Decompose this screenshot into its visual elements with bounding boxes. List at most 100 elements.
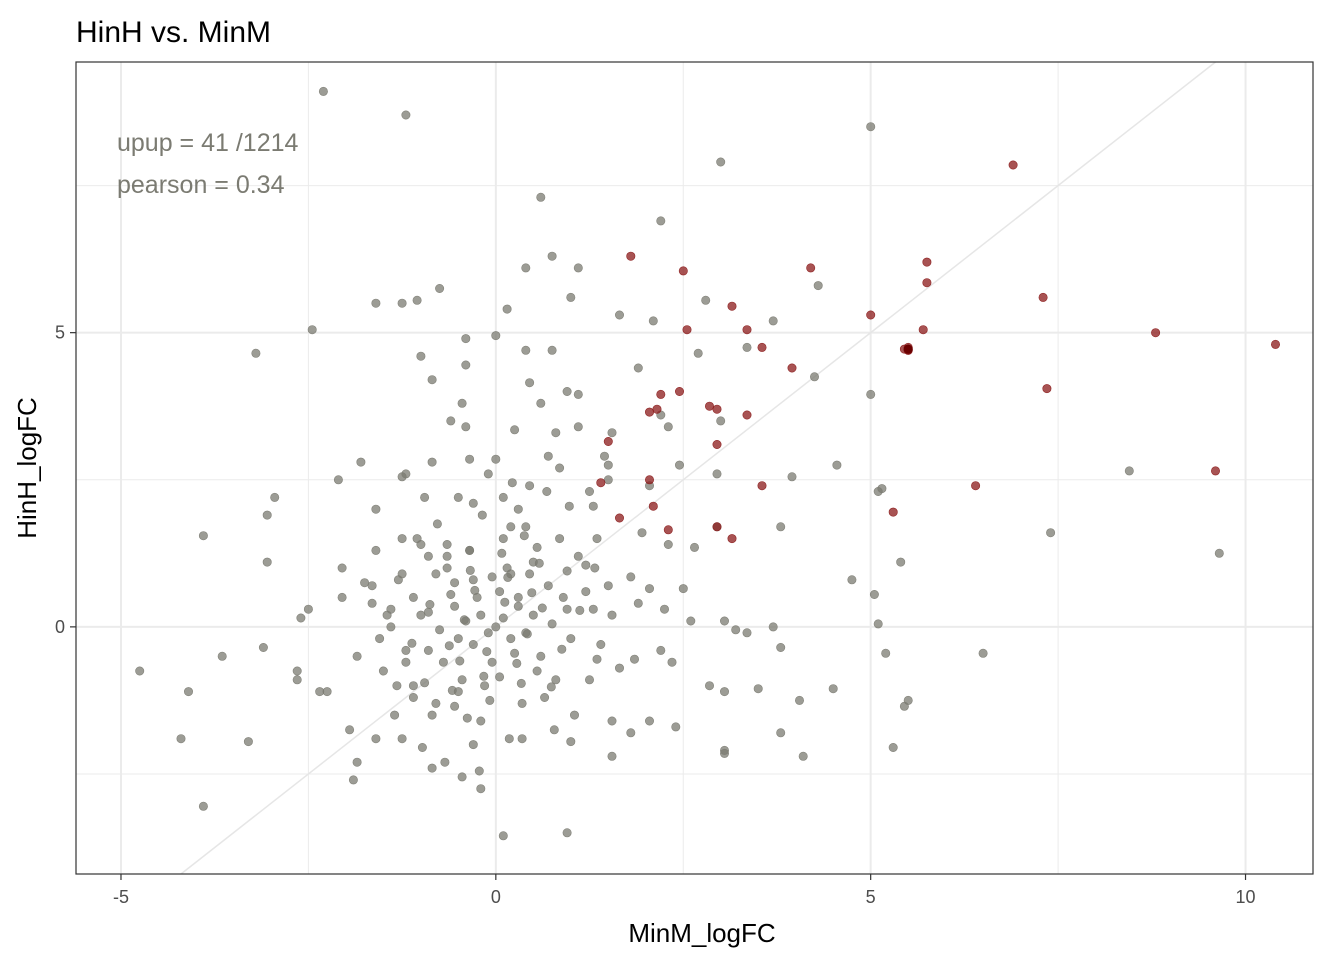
point-other — [584, 675, 594, 685]
point-other — [575, 605, 585, 615]
point-other — [663, 539, 673, 549]
y-axis-title: HinH_logFC — [12, 397, 42, 539]
point-other — [465, 565, 475, 575]
point-other — [581, 587, 591, 597]
point-other — [543, 581, 553, 591]
point-other — [607, 716, 617, 726]
point-other — [768, 622, 778, 632]
point-other — [596, 639, 606, 649]
point-upup — [663, 525, 673, 535]
point-other — [633, 363, 643, 373]
point-other — [731, 625, 741, 635]
point-other — [135, 666, 145, 676]
point-upup — [674, 386, 684, 396]
point-other — [470, 585, 480, 595]
point-other — [869, 589, 879, 599]
point-other — [549, 725, 559, 735]
point-other — [776, 642, 786, 652]
point-other — [768, 316, 778, 326]
point-other — [719, 687, 729, 697]
point-upup — [922, 278, 932, 288]
point-other — [457, 772, 467, 782]
point-other — [176, 734, 186, 744]
point-other — [686, 616, 696, 626]
point-other — [392, 681, 402, 691]
point-other — [532, 666, 542, 676]
point-other — [459, 615, 469, 625]
point-other — [547, 619, 557, 629]
point-other — [513, 592, 523, 602]
point-other — [416, 351, 426, 361]
point-upup — [652, 404, 662, 414]
point-other — [534, 558, 544, 568]
point-other — [562, 386, 572, 396]
reference-line — [180, 61, 1217, 875]
point-upup — [922, 257, 932, 267]
point-upup — [727, 534, 737, 544]
grid-lines — [76, 62, 1313, 874]
point-upup — [596, 478, 606, 488]
point-other — [506, 522, 516, 532]
point-other — [512, 658, 522, 668]
point-other — [465, 454, 475, 464]
point-other — [701, 295, 711, 305]
point-other — [656, 645, 666, 655]
point-other — [435, 283, 445, 293]
point-other — [432, 519, 442, 529]
point-other — [262, 557, 272, 567]
x-tick-label: -5 — [113, 887, 129, 907]
point-other — [603, 475, 613, 485]
point-other — [776, 728, 786, 738]
point-other — [809, 372, 819, 382]
x-tick-label: 10 — [1236, 887, 1256, 907]
point-upup — [712, 522, 722, 532]
point-other — [408, 592, 418, 602]
point-upup — [678, 266, 688, 276]
point-other — [491, 454, 501, 464]
y-tick-label: 5 — [55, 323, 65, 343]
point-other — [390, 710, 400, 720]
point-other — [540, 692, 550, 702]
point-other — [881, 648, 891, 658]
point-other — [498, 534, 508, 544]
point-other — [427, 710, 437, 720]
point-other — [435, 625, 445, 635]
point-other — [542, 486, 552, 496]
point-other — [873, 619, 883, 629]
point-other — [607, 610, 617, 620]
point-other — [517, 734, 527, 744]
point-other — [337, 563, 347, 573]
point-other — [716, 157, 726, 167]
point-other — [551, 675, 561, 685]
point-other — [536, 651, 546, 661]
point-other — [674, 460, 684, 470]
point-other — [491, 622, 501, 632]
point-other — [292, 666, 302, 676]
point-other — [716, 416, 726, 426]
point-upup — [712, 439, 722, 449]
point-other — [444, 641, 454, 651]
point-other — [412, 295, 422, 305]
point-other — [482, 647, 492, 657]
point-other — [446, 589, 456, 599]
point-other — [270, 492, 280, 502]
point-other — [644, 584, 654, 594]
point-other — [184, 687, 194, 697]
point-other — [243, 737, 253, 747]
point-other — [468, 740, 478, 750]
point-other — [847, 575, 857, 585]
point-other — [423, 645, 433, 655]
point-other — [397, 569, 407, 579]
point-other — [427, 457, 437, 467]
point-other — [465, 545, 475, 555]
point-other — [462, 713, 472, 723]
point-other — [337, 592, 347, 602]
point-other — [427, 375, 437, 385]
point-other — [476, 716, 486, 726]
point-other — [356, 457, 366, 467]
point-other — [667, 657, 677, 667]
point-other — [603, 460, 613, 470]
point-other — [360, 578, 370, 588]
point-other — [480, 681, 490, 691]
point-upup — [742, 410, 752, 420]
